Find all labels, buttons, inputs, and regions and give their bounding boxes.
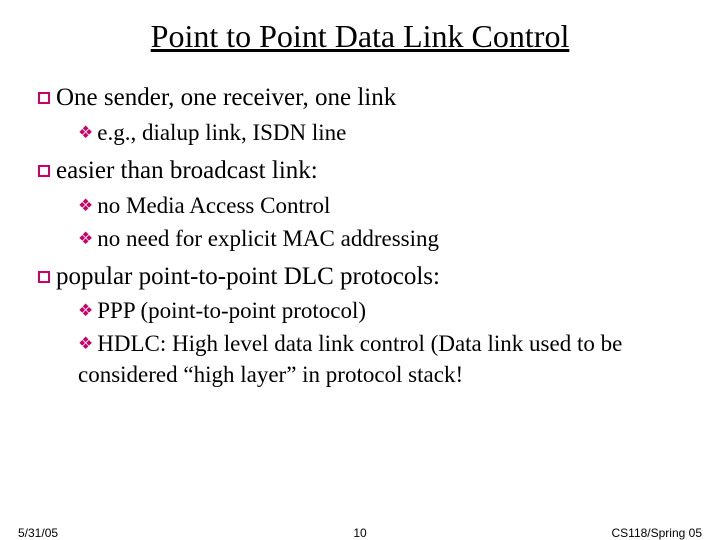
square-bullet-icon <box>38 271 50 283</box>
bullet-text: HDLC: High level data link control (Data… <box>78 331 622 387</box>
bullet-level1: One sender, one receiver, one link <box>38 81 690 115</box>
bullet-block-3: popular point-to-point DLC protocols: ❖P… <box>30 260 690 391</box>
footer-course: CS118/Spring 05 <box>611 526 702 540</box>
bullet-text: popular point-to-point DLC protocols: <box>56 263 440 290</box>
bullet-level2: ❖HDLC: High level data link control (Dat… <box>78 328 690 390</box>
bullet-level2: ❖no Media Access Control <box>78 190 690 221</box>
square-bullet-icon <box>38 165 50 177</box>
bullet-text: no need for explicit MAC addressing <box>97 226 439 251</box>
bullet-level2: ❖PPP (point-to-point protocol) <box>78 295 690 326</box>
bullet-text: easier than broadcast link: <box>56 157 318 184</box>
diamond-bullet-icon: ❖ <box>78 333 93 356</box>
square-bullet-icon <box>38 92 50 104</box>
bullet-level2: ❖e.g., dialup link, ISDN line <box>78 117 690 148</box>
slide: Point to Point Data Link Control One sen… <box>0 0 720 391</box>
bullet-text: PPP (point-to-point protocol) <box>97 298 366 323</box>
diamond-bullet-icon: ❖ <box>78 300 93 323</box>
bullet-level2: ❖no need for explicit MAC addressing <box>78 223 690 254</box>
diamond-bullet-icon: ❖ <box>78 228 93 251</box>
bullet-text: One sender, one receiver, one link <box>56 84 396 111</box>
slide-title: Point to Point Data Link Control <box>30 18 690 55</box>
bullet-block-2: easier than broadcast link: ❖no Media Ac… <box>30 154 690 254</box>
bullet-level1: popular point-to-point DLC protocols: <box>38 260 690 294</box>
bullet-block-1: One sender, one receiver, one link ❖e.g.… <box>30 81 690 148</box>
bullet-level1: easier than broadcast link: <box>38 154 690 188</box>
bullet-text: no Media Access Control <box>97 193 330 218</box>
diamond-bullet-icon: ❖ <box>78 122 93 145</box>
bullet-text: e.g., dialup link, ISDN line <box>97 120 346 145</box>
diamond-bullet-icon: ❖ <box>78 195 93 218</box>
